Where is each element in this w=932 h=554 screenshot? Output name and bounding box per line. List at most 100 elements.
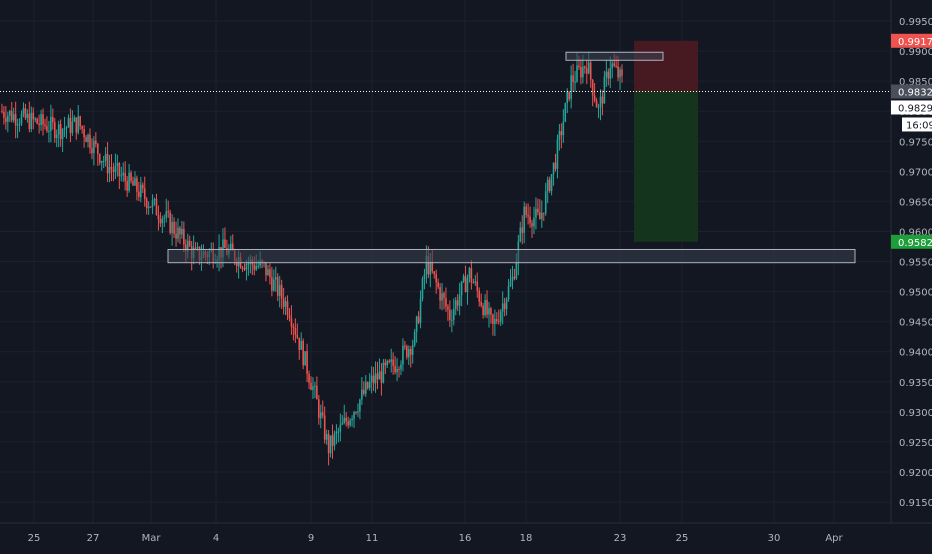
candle-body bbox=[147, 206, 150, 209]
candle-body bbox=[421, 278, 424, 299]
current-price-label-bg bbox=[891, 84, 932, 99]
candle-body bbox=[73, 117, 76, 122]
candle-body bbox=[372, 375, 375, 384]
candle-body bbox=[323, 415, 326, 440]
candle-body bbox=[382, 362, 385, 383]
candle-body bbox=[255, 265, 258, 270]
candle-body bbox=[527, 215, 529, 217]
candle-body bbox=[159, 219, 162, 224]
time-tick-label: 25 bbox=[676, 533, 689, 544]
candle-body bbox=[122, 172, 125, 176]
candle-body bbox=[48, 131, 50, 133]
candle-body bbox=[578, 65, 580, 67]
candle-body bbox=[380, 371, 383, 383]
candle-body bbox=[55, 134, 58, 139]
time-tick-label: Mar bbox=[142, 533, 162, 544]
stop-loss-zone bbox=[634, 40, 698, 92]
candle-body bbox=[155, 198, 158, 216]
take-profit-zone bbox=[634, 91, 698, 242]
candle-body bbox=[247, 263, 250, 265]
candle-body bbox=[456, 300, 459, 306]
candle-body bbox=[407, 349, 410, 358]
candle-body bbox=[149, 206, 152, 208]
candle-body bbox=[230, 243, 232, 250]
candle-body bbox=[449, 309, 451, 320]
candle-body bbox=[398, 369, 400, 371]
candle-body bbox=[396, 369, 398, 373]
candle-body bbox=[24, 108, 27, 119]
candle-body bbox=[599, 96, 602, 108]
candle-body bbox=[26, 113, 29, 119]
candle-body bbox=[282, 298, 285, 307]
candle-body bbox=[480, 301, 482, 306]
time-tick-label: 23 bbox=[614, 533, 627, 544]
candle-body bbox=[325, 434, 328, 440]
candle-body bbox=[319, 412, 322, 419]
candle-body bbox=[394, 365, 396, 373]
candle-body bbox=[539, 212, 541, 220]
candle-body bbox=[245, 263, 248, 270]
candle-body bbox=[425, 255, 428, 275]
time-tick-label: 18 bbox=[520, 533, 533, 544]
candle-body bbox=[404, 345, 406, 347]
candle-body bbox=[173, 221, 175, 234]
time-tick-label: 30 bbox=[768, 533, 781, 544]
candle-body bbox=[20, 114, 23, 124]
candle-body bbox=[568, 91, 570, 100]
candle-body bbox=[167, 211, 170, 213]
candle-body bbox=[32, 112, 35, 120]
time-tick-label: 27 bbox=[87, 533, 100, 544]
candle-body bbox=[488, 308, 490, 315]
candle-body bbox=[366, 382, 369, 389]
candle-body bbox=[288, 314, 291, 319]
candle-body bbox=[388, 360, 391, 362]
candle-body bbox=[298, 337, 301, 350]
candle-body bbox=[503, 303, 506, 310]
candles-layer bbox=[0, 51, 891, 466]
candle-body bbox=[77, 116, 80, 133]
candle-body bbox=[87, 134, 89, 143]
candle-body bbox=[280, 284, 283, 299]
target-price-label: 0.95828 bbox=[898, 238, 932, 249]
candle-body bbox=[145, 199, 148, 209]
candle-body bbox=[507, 285, 510, 300]
candle-body bbox=[521, 227, 524, 233]
candle-body bbox=[574, 81, 576, 83]
candle-body bbox=[63, 128, 66, 130]
candle-body bbox=[482, 305, 484, 316]
candle-body bbox=[257, 265, 259, 267]
candle-body bbox=[274, 277, 277, 280]
candle-body bbox=[141, 184, 144, 189]
price-axis[interactable]: 0.995000.990000.985000.980000.975000.970… bbox=[899, 17, 932, 509]
candle-body bbox=[427, 255, 430, 275]
candle-body bbox=[548, 179, 551, 191]
candle-body bbox=[339, 424, 342, 432]
candle-body bbox=[460, 281, 463, 296]
candle-body bbox=[439, 287, 441, 301]
candle-body bbox=[153, 198, 156, 201]
candle-body bbox=[458, 295, 461, 306]
candle-body bbox=[300, 340, 303, 350]
candle-body bbox=[363, 389, 365, 394]
candle-body bbox=[537, 208, 539, 213]
candle-body bbox=[79, 116, 81, 127]
candle-body bbox=[619, 69, 621, 78]
candle-body bbox=[347, 421, 349, 426]
candle-body bbox=[312, 386, 314, 390]
candle-body bbox=[470, 268, 473, 283]
candle-body bbox=[484, 299, 486, 316]
candle-body bbox=[542, 212, 545, 214]
candle-body bbox=[558, 131, 561, 140]
candle-body bbox=[513, 276, 516, 279]
candle-body bbox=[509, 281, 512, 286]
time-axis[interactable]: 25 27 Mar 4 9 11 16 18 23 25 30 Apr bbox=[28, 533, 844, 544]
candle-body bbox=[124, 172, 126, 181]
candle-body bbox=[452, 309, 455, 320]
candle-body bbox=[267, 269, 269, 276]
